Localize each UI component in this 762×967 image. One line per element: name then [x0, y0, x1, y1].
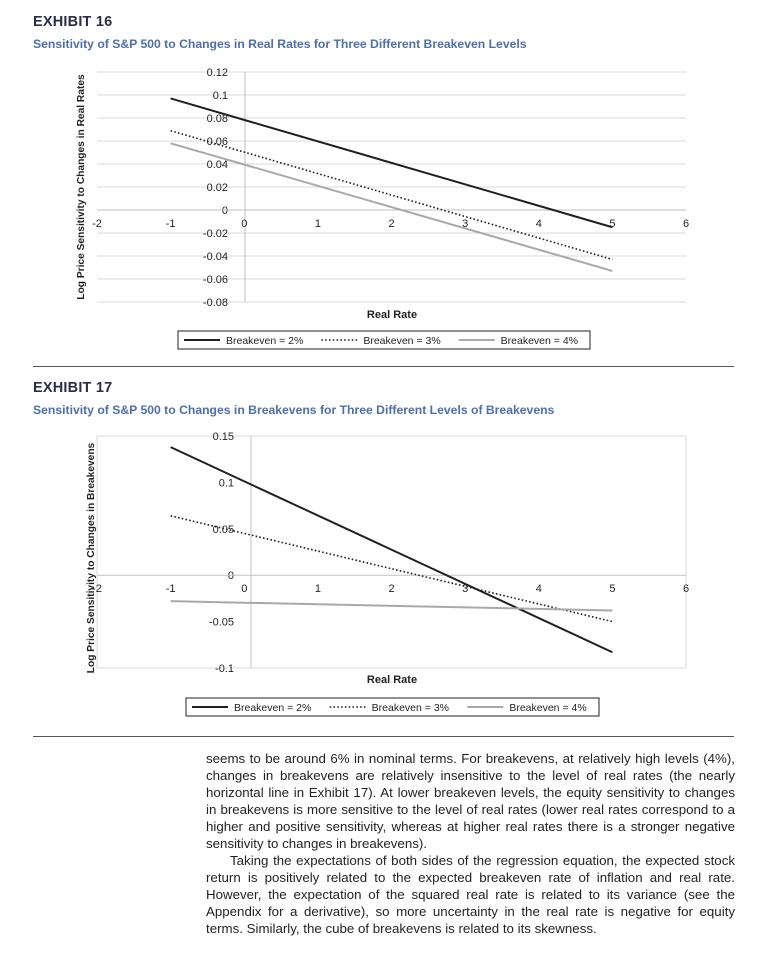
- x-tick-label: -1: [166, 583, 176, 595]
- exhibit-17-chart: 0.15 0.1 0.05 0 -0.05 -0.1 -2 -1 0 1 2 3 4 5 6 Real Rat…: [86, 431, 689, 717]
- legend-label: Breakeven = 4%: [501, 335, 578, 347]
- x-tick-label: -2: [92, 583, 102, 595]
- exhibit-16-label: EXHIBIT 16: [33, 14, 113, 30]
- exhibit-16-chart: 0.12 0.1 0.08 0.06 0.04 0.02 0 -0.02 -0.04 -0.06 -…: [76, 67, 689, 350]
- y-tick-label: 0.04: [207, 159, 228, 171]
- body-paragraph: Taking the expectations of both sides of…: [206, 853, 735, 936]
- legend: Breakeven = 2% Breakeven = 3% Breakeven = …: [177, 330, 591, 350]
- y-tick-label: -0.06: [203, 274, 228, 286]
- x-tick-label: 6: [683, 218, 689, 230]
- x-tick-label: -2: [92, 218, 102, 230]
- legend-label: Breakeven = 2%: [234, 702, 311, 714]
- x-tick-label: 3: [462, 218, 468, 230]
- exhibit-16-title: Sensitivity of S&P 500 to Changes in Rea…: [33, 37, 527, 51]
- y-tick-label: -0.08: [203, 297, 228, 309]
- legend-label: Breakeven = 4%: [509, 702, 586, 714]
- plot-frame: [96, 435, 687, 669]
- x-tick-label: 2: [388, 218, 394, 230]
- x-tick-label: 3: [462, 583, 468, 595]
- y-tick-label: -0.1: [215, 663, 234, 675]
- y-axis-label: Log Price Sensitivity to Changes in Brea…: [86, 442, 97, 673]
- y-tick-label: -0.04: [203, 251, 228, 263]
- series-line-breakeven-4: [170, 600, 613, 612]
- x-tick-label: 1: [315, 218, 321, 230]
- series-line-breakeven-2: [170, 97, 613, 229]
- x-tick-label: 2: [388, 583, 394, 595]
- x-tick-label: 0: [241, 583, 247, 595]
- body-paragraph: seems to be around 6% in nominal terms. …: [206, 751, 735, 851]
- y-tick-label: 0.1: [213, 90, 228, 102]
- exhibit-17-label: EXHIBIT 17: [33, 380, 113, 396]
- series-line-breakeven-2: [170, 446, 613, 654]
- y-tick-label: 0.15: [213, 431, 234, 443]
- legend-label: Breakeven = 3%: [372, 702, 449, 714]
- y-tick-label: 0.08: [207, 113, 228, 125]
- x-axis-label: Real Rate: [367, 674, 417, 686]
- x-tick-label: 5: [609, 218, 615, 230]
- y-tick-label: 0.02: [207, 182, 228, 194]
- x-tick-label: 0: [241, 218, 247, 230]
- exhibit-17-title: Sensitivity of S&P 500 to Changes in Bre…: [33, 403, 555, 417]
- y-tick-label: 0.12: [207, 67, 228, 79]
- legend-label: Breakeven = 3%: [363, 335, 440, 347]
- x-axis-label: Real Rate: [367, 309, 417, 321]
- y-tick-label: 0: [222, 205, 228, 217]
- y-tick-label: 0.1: [219, 477, 234, 489]
- x-tick-label: -1: [166, 218, 176, 230]
- legend-box: [185, 697, 600, 717]
- legend-box: [177, 330, 591, 350]
- legend-label: Breakeven = 2%: [226, 335, 303, 347]
- y-tick-label: 0.06: [207, 136, 228, 148]
- y-tick-label: 0.05: [213, 524, 234, 536]
- x-tick-label: 4: [536, 218, 542, 230]
- body-text: seems to be around 6% in nominal terms. …: [206, 750, 735, 937]
- section-divider: [33, 366, 734, 367]
- y-tick-label: -0.02: [203, 228, 228, 240]
- section-divider: [33, 736, 734, 737]
- x-tick-label: 5: [609, 583, 615, 595]
- x-tick-label: 4: [536, 583, 542, 595]
- y-axis-label: Log Price Sensitivity to Changes in Real…: [76, 74, 87, 300]
- legend: Breakeven = 2% Breakeven = 3% Breakeven = …: [185, 697, 600, 717]
- x-tick-label: 1: [315, 583, 321, 595]
- series-line-breakeven-4: [170, 142, 613, 272]
- y-tick-label: -0.05: [209, 617, 234, 629]
- x-tick-label: 6: [683, 583, 689, 595]
- y-tick-label: 0: [228, 570, 234, 582]
- series-line-breakeven-3: [170, 129, 613, 261]
